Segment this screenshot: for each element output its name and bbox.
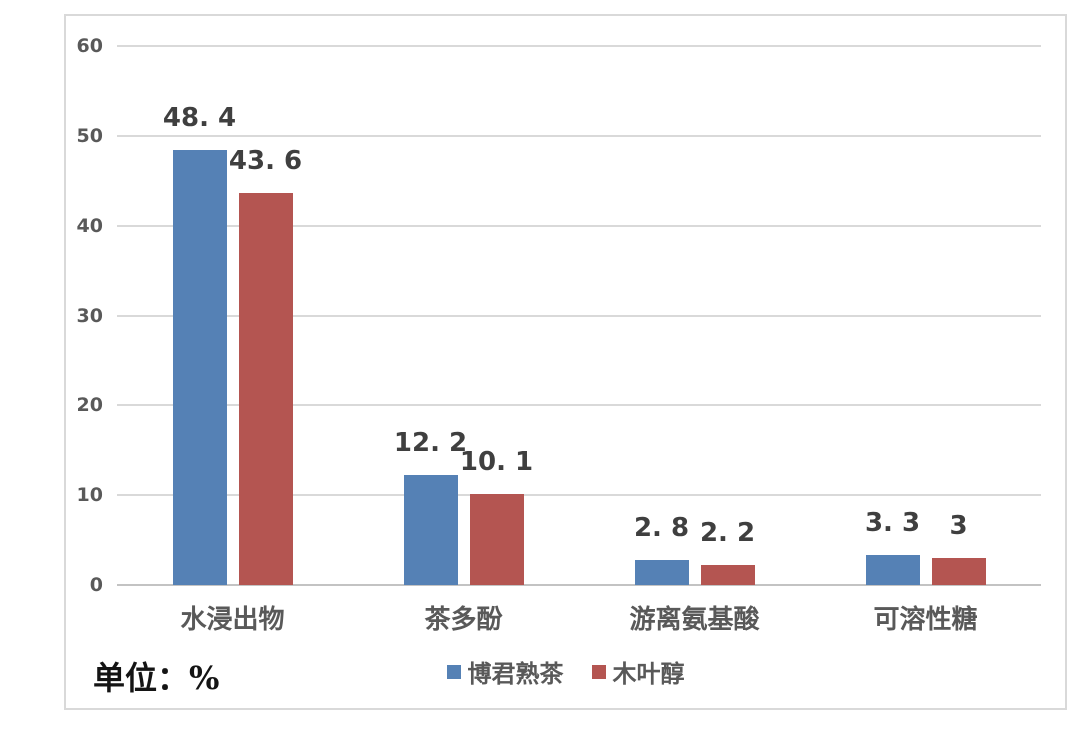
gridline-60 (117, 45, 1041, 47)
gridline-10 (117, 494, 1041, 497)
bar-木叶醇-茶多酚 (469, 494, 524, 585)
y-tick-label-50: 50 (76, 124, 103, 147)
y-tick-label-20: 20 (76, 394, 103, 417)
y-tick-label-40: 40 (76, 214, 103, 237)
y-tick-label-60: 60 (76, 35, 103, 57)
value-label-博君熟茶-游离氨基酸: 2. 8 (633, 512, 690, 543)
gridline-50 (117, 134, 1041, 137)
value-label-木叶醇-可溶性糖: 3 (949, 511, 968, 542)
gridline-40 (117, 224, 1041, 227)
x-category-label-游离氨基酸: 游离氨基酸 (629, 605, 760, 635)
legend-item-木叶醇: 木叶醇 (591, 654, 685, 689)
plot-area: 0 10 20 30 40 50 60 48. 4 12. 2 2. 8 3. 3 43. 6 10. … (77, 36, 1041, 635)
bar-木叶醇-水浸出物 (238, 193, 293, 585)
gridline-0 (117, 584, 1041, 586)
x-category-label-可溶性糖: 可溶性糖 (873, 605, 978, 635)
x-category-label-茶多酚: 茶多酚 (424, 605, 503, 635)
legend-swatch-icon (446, 664, 461, 679)
value-label-木叶醇-茶多酚: 10. 1 (459, 447, 534, 478)
bar-博君熟茶-水浸出物 (172, 150, 227, 585)
value-label-博君熟茶-茶多酚: 12. 2 (393, 428, 468, 459)
legend-label: 博君熟茶 (467, 660, 564, 688)
y-tick-label-0: 0 (89, 574, 103, 596)
legend-item-博君熟茶: 博君熟茶 (446, 654, 564, 689)
gridline-20 (117, 404, 1041, 407)
value-label-博君熟茶-水浸出物: 48. 4 (162, 103, 237, 134)
x-category-label-水浸出物: 水浸出物 (180, 605, 285, 635)
legend-label: 木叶醇 (612, 660, 685, 688)
bar-博君熟茶-茶多酚 (403, 475, 458, 585)
legend-swatch-icon (591, 664, 606, 679)
legend: 博君熟茶 木叶醇 (66, 654, 1065, 689)
value-label-木叶醇-水浸出物: 43. 6 (228, 146, 303, 177)
bar-博君熟茶-游离氨基酸 (634, 559, 689, 585)
value-label-木叶醇-游离氨基酸: 2. 2 (699, 518, 756, 549)
bar-木叶醇-可溶性糖 (931, 558, 986, 585)
bar-博君熟茶-可溶性糖 (865, 555, 920, 585)
unit-label: 单位：% (93, 659, 220, 697)
value-label-博君熟茶-可溶性糖: 3. 3 (864, 508, 921, 539)
gridline-30 (117, 314, 1041, 317)
y-tick-label-30: 30 (76, 304, 103, 327)
bar-木叶醇-游离氨基酸 (700, 565, 755, 585)
y-tick-label-10: 10 (76, 484, 103, 507)
bar-chart-frame: 0 10 20 30 40 50 60 48. 4 12. 2 2. 8 3. 3 43. 6 10. … (64, 14, 1067, 710)
